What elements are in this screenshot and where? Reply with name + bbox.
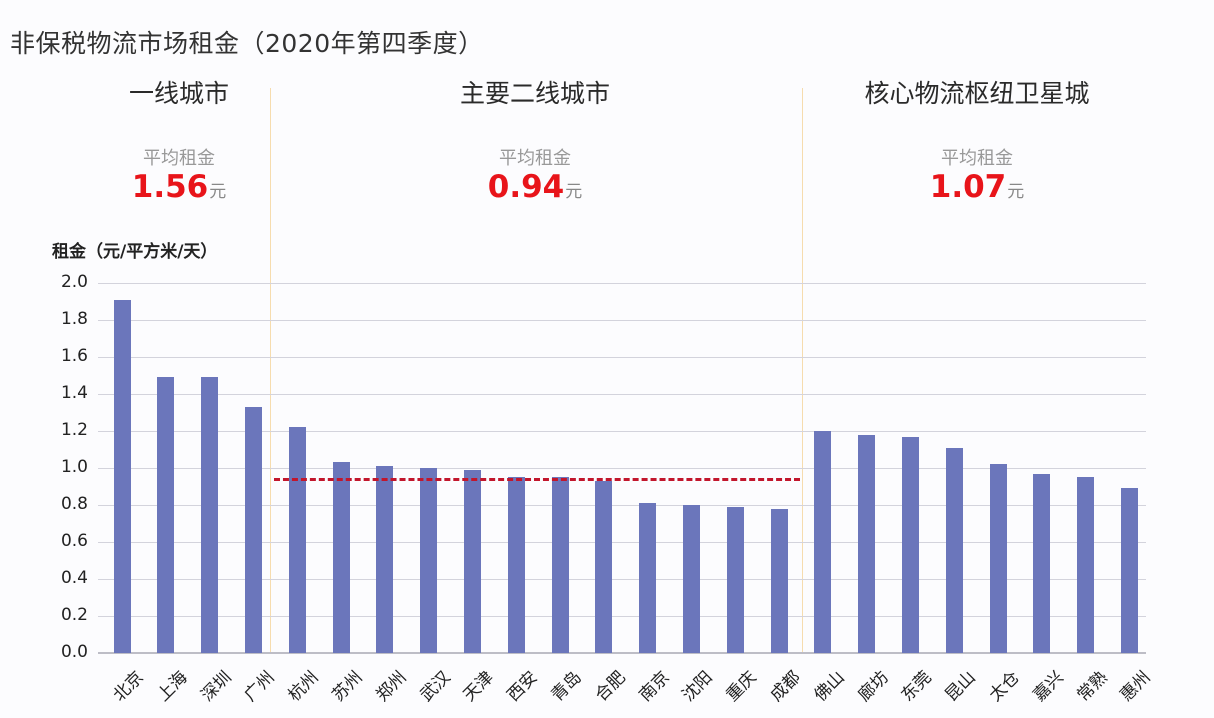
gridline — [98, 320, 1146, 321]
x-tick-label: 沈阳 — [678, 667, 718, 706]
x-tick-label: 广州 — [240, 667, 280, 706]
section-name: 一线城市 — [128, 79, 229, 108]
avg-label: 平均租金 — [499, 148, 571, 169]
avg-label: 平均租金 — [941, 148, 1013, 169]
x-tick-label: 嘉兴 — [1029, 667, 1068, 706]
x-tick-label: 杭州 — [284, 667, 323, 706]
section-satellite: 核心物流枢纽卫星城 平均租金 1.07元 — [842, 74, 1112, 203]
bar — [244, 406, 262, 653]
gridline — [98, 505, 1146, 506]
x-tick-label: 青岛 — [547, 667, 586, 706]
x-tick-label: 太仓 — [985, 667, 1024, 706]
gridline — [98, 542, 1146, 543]
x-tick-label: 惠州 — [1116, 667, 1156, 706]
bar — [420, 468, 438, 653]
x-tick-label: 天津 — [459, 667, 499, 706]
gridline — [98, 357, 1146, 358]
x-tick-label: 上海 — [153, 667, 192, 706]
x-tick-label: 苏州 — [328, 667, 367, 706]
bar-chart-plot — [98, 283, 1146, 654]
x-tick-label: 深圳 — [197, 667, 236, 706]
avg-value: 1.56元 — [131, 169, 227, 205]
bar — [201, 377, 219, 653]
bar — [814, 431, 832, 653]
bar — [901, 436, 919, 653]
x-axis-line — [98, 652, 1146, 654]
avg-value: 0.94元 — [487, 169, 583, 205]
bar — [1120, 488, 1138, 653]
x-tick-label: 合肥 — [591, 667, 630, 706]
x-tick-label: 郑州 — [372, 667, 411, 706]
gridline — [98, 283, 1146, 284]
gridline — [98, 616, 1146, 617]
section-tier1: 一线城市 平均租金 1.56元 — [98, 74, 260, 203]
bar — [858, 434, 876, 653]
y-tick-label: 1.6 — [60, 346, 88, 366]
bar — [682, 505, 700, 653]
x-tick-label: 武汉 — [416, 667, 455, 706]
y-axis-label: 租金（元/平方米/天） — [52, 242, 218, 262]
x-tick-label: 东莞 — [897, 667, 937, 706]
bar — [770, 508, 788, 653]
x-tick-label: 成都 — [766, 667, 805, 706]
bar — [639, 503, 657, 653]
bar — [551, 477, 569, 653]
section-divider — [270, 88, 271, 653]
gridline — [98, 431, 1146, 432]
x-tick-label: 廊坊 — [854, 667, 893, 706]
y-tick-label: 0.0 — [60, 642, 88, 662]
x-tick-label: 昆山 — [941, 667, 980, 706]
bar — [463, 469, 481, 653]
bar — [376, 466, 394, 653]
bar — [989, 464, 1007, 653]
x-tick-label: 常熟 — [1073, 667, 1112, 706]
avg-label: 平均租金 — [143, 148, 215, 169]
bar — [945, 447, 963, 653]
x-tick-label: 南京 — [635, 667, 674, 706]
bar — [288, 427, 306, 653]
y-tick-label: 1.2 — [60, 420, 88, 440]
chart-title: 非保税物流市场租金（2020年第四季度） — [10, 29, 484, 58]
bar — [332, 462, 350, 653]
bar — [157, 377, 175, 653]
gridline — [98, 468, 1146, 469]
x-tick-label: 西安 — [503, 667, 542, 706]
y-tick-label: 0.8 — [60, 494, 88, 514]
section-tier2: 主要二线城市 平均租金 0.94元 — [420, 74, 650, 203]
section-divider — [802, 88, 803, 653]
bar — [113, 299, 131, 653]
y-tick-label: 1.4 — [60, 383, 88, 403]
bar — [1033, 473, 1051, 653]
gridline — [98, 394, 1146, 395]
x-tick-label: 重庆 — [722, 667, 761, 706]
y-tick-label: 1.8 — [60, 309, 88, 329]
section-name: 核心物流枢纽卫星城 — [864, 79, 1090, 108]
x-tick-label: 佛山 — [810, 667, 849, 706]
average-dashed-line — [274, 477, 800, 481]
bar — [595, 480, 613, 653]
bar — [1077, 477, 1095, 653]
y-tick-label: 0.6 — [60, 531, 88, 551]
gridline — [98, 579, 1146, 580]
bar — [507, 477, 525, 653]
section-name: 主要二线城市 — [459, 79, 610, 108]
avg-value: 1.07元 — [929, 169, 1025, 205]
y-tick-label: 1.0 — [60, 457, 88, 477]
bar — [726, 506, 744, 653]
x-tick-label: 北京 — [109, 667, 148, 706]
y-tick-label: 2.0 — [60, 272, 88, 292]
y-tick-label: 0.4 — [60, 568, 88, 588]
y-tick-label: 0.2 — [60, 605, 88, 625]
